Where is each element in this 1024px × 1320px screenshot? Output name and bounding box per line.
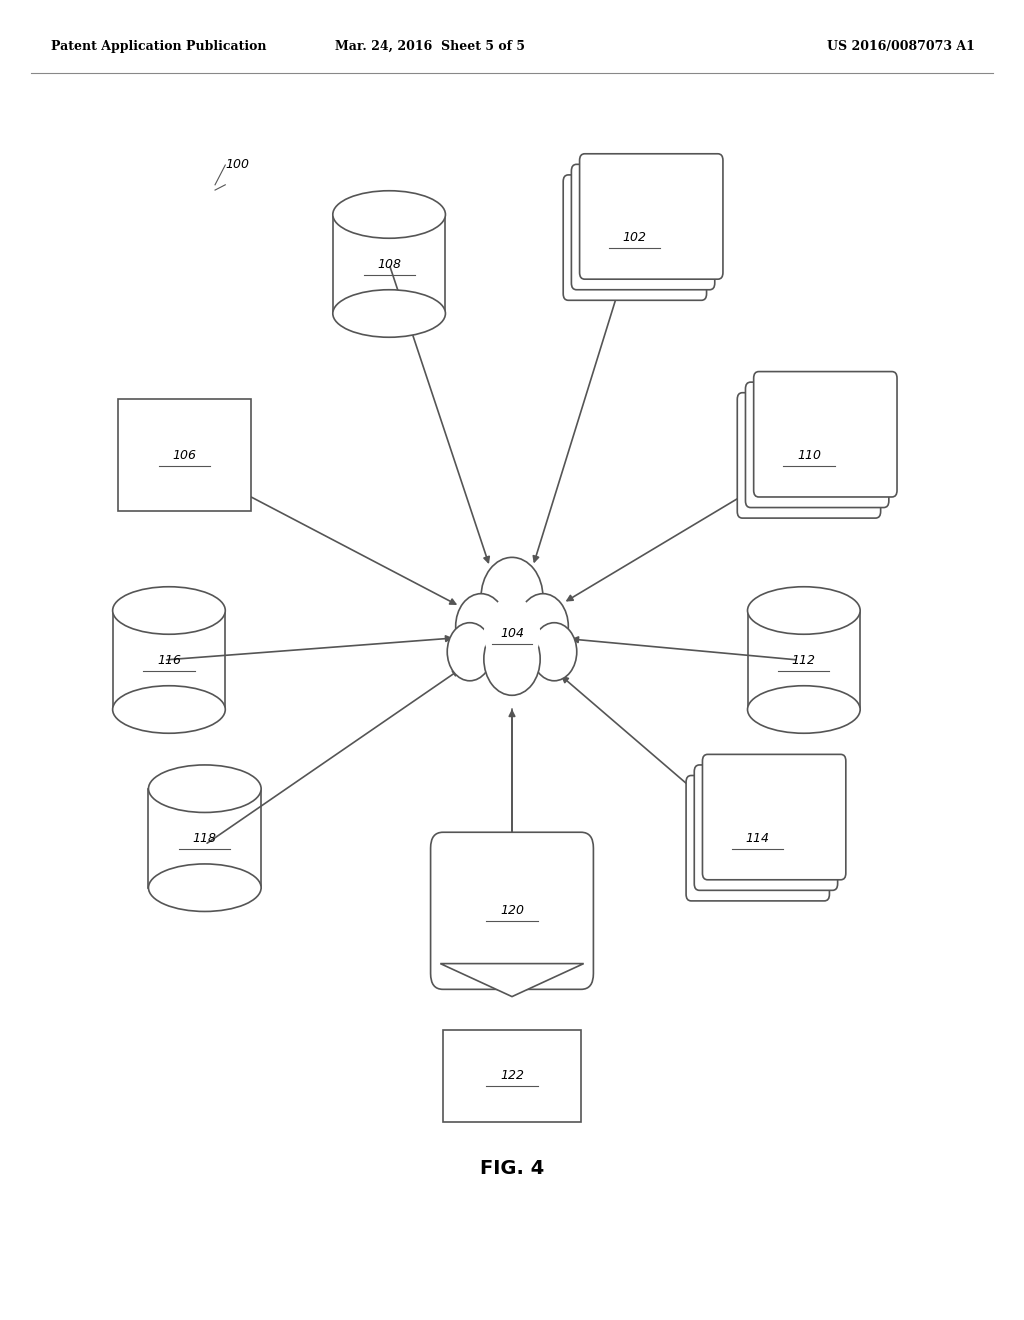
FancyBboxPatch shape — [754, 372, 897, 496]
Text: 108: 108 — [377, 257, 401, 271]
Circle shape — [456, 594, 506, 659]
Text: 122: 122 — [500, 1069, 524, 1082]
Bar — [492, 931, 532, 964]
Text: 118: 118 — [193, 832, 217, 845]
Text: Mar. 24, 2016  Sheet 5 of 5: Mar. 24, 2016 Sheet 5 of 5 — [335, 40, 525, 53]
FancyBboxPatch shape — [694, 766, 838, 890]
Ellipse shape — [148, 766, 261, 813]
FancyBboxPatch shape — [702, 755, 846, 879]
FancyBboxPatch shape — [745, 383, 889, 507]
FancyBboxPatch shape — [737, 393, 881, 517]
Bar — [118, 399, 251, 511]
Bar — [442, 1030, 582, 1122]
FancyBboxPatch shape — [571, 165, 715, 290]
Ellipse shape — [333, 289, 445, 337]
Circle shape — [517, 594, 568, 659]
Ellipse shape — [333, 190, 445, 238]
Text: 112: 112 — [792, 653, 816, 667]
Text: 116: 116 — [157, 653, 181, 667]
Ellipse shape — [113, 686, 225, 734]
FancyBboxPatch shape — [430, 833, 594, 990]
Text: 100: 100 — [225, 158, 249, 172]
Text: 114: 114 — [745, 832, 770, 845]
Bar — [148, 788, 261, 887]
Ellipse shape — [113, 586, 225, 635]
Ellipse shape — [748, 586, 860, 635]
Ellipse shape — [748, 686, 860, 734]
Text: 102: 102 — [623, 231, 647, 244]
FancyBboxPatch shape — [580, 153, 723, 280]
Ellipse shape — [148, 865, 261, 911]
Text: 110: 110 — [797, 449, 821, 462]
Circle shape — [483, 597, 541, 671]
Text: Patent Application Publication: Patent Application Publication — [51, 40, 266, 53]
Bar — [113, 610, 225, 710]
Circle shape — [531, 623, 577, 681]
Circle shape — [447, 623, 493, 681]
Circle shape — [483, 623, 541, 696]
Text: 120: 120 — [500, 904, 524, 917]
Polygon shape — [440, 964, 584, 997]
Text: US 2016/0087073 A1: US 2016/0087073 A1 — [827, 40, 975, 53]
Circle shape — [481, 557, 543, 638]
Bar — [748, 610, 860, 710]
Text: 106: 106 — [172, 449, 197, 462]
FancyBboxPatch shape — [563, 176, 707, 301]
FancyBboxPatch shape — [686, 776, 829, 900]
Text: FIG. 4: FIG. 4 — [480, 1159, 544, 1177]
Text: 104: 104 — [500, 627, 524, 640]
Bar — [333, 214, 445, 313]
